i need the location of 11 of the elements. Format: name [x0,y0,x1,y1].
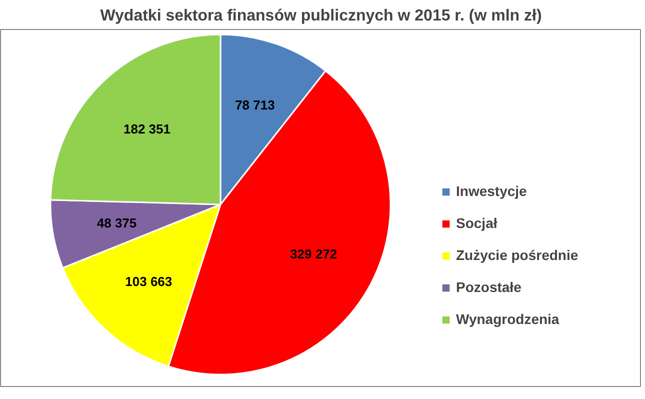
legend-label: Zużycie pośrednie [456,247,578,263]
data-label: 329 272 [290,246,338,262]
legend-label: Inwestycje [456,183,527,199]
data-label: 48 375 [96,216,137,231]
legend-label: Wynagrodzenia [456,311,560,327]
data-label: 182 351 [124,121,171,136]
data-label: 78 713 [235,97,275,112]
legend-label: Pozostałe [456,279,522,295]
legend-label: Socjał [456,215,498,231]
data-label: 103 663 [125,274,172,290]
chart-title: Wydatki sektora finansów publicznych w 2015 r. (w mln zł) [100,8,542,24]
